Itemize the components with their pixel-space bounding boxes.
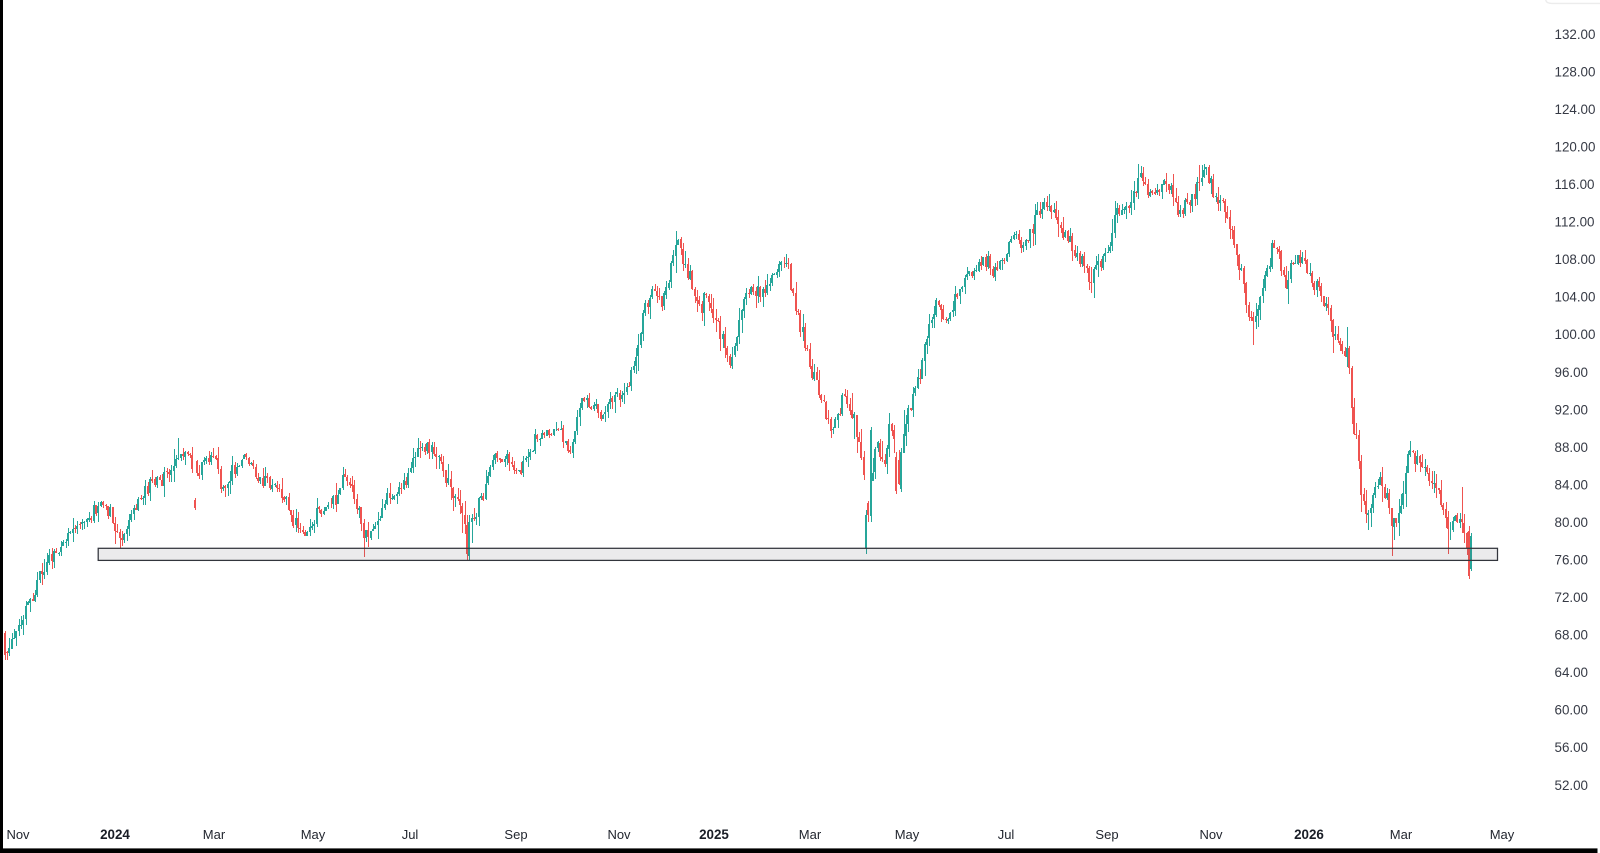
svg-text:Jul: Jul [402, 827, 419, 842]
svg-text:2024: 2024 [100, 827, 130, 842]
svg-text:84.00: 84.00 [1555, 477, 1589, 492]
svg-text:Nov: Nov [607, 827, 631, 842]
svg-text:Mar: Mar [1390, 827, 1413, 842]
svg-text:2025: 2025 [699, 827, 729, 842]
svg-text:2026: 2026 [1294, 827, 1324, 842]
svg-text:56.00: 56.00 [1555, 740, 1589, 755]
svg-text:Sep: Sep [1095, 827, 1118, 842]
svg-text:Nov: Nov [1199, 827, 1223, 842]
svg-text:May: May [301, 827, 326, 842]
svg-text:80.00: 80.00 [1555, 515, 1589, 530]
svg-text:112.00: 112.00 [1555, 215, 1595, 230]
svg-text:100.00: 100.00 [1555, 327, 1596, 342]
svg-text:128.00: 128.00 [1555, 64, 1596, 79]
svg-text:Sep: Sep [504, 827, 527, 842]
svg-text:Mar: Mar [203, 827, 226, 842]
svg-text:72.00: 72.00 [1555, 590, 1589, 605]
svg-text:Jul: Jul [998, 827, 1015, 842]
svg-text:68.00: 68.00 [1555, 628, 1589, 643]
svg-text:Nov: Nov [6, 827, 30, 842]
svg-text:76.00: 76.00 [1555, 553, 1589, 568]
svg-text:88.00: 88.00 [1555, 440, 1589, 455]
svg-text:124.00: 124.00 [1555, 102, 1596, 117]
svg-text:60.00: 60.00 [1555, 703, 1589, 718]
svg-text:64.00: 64.00 [1555, 665, 1589, 680]
svg-text:132.00: 132.00 [1555, 27, 1596, 42]
svg-text:May: May [895, 827, 920, 842]
svg-text:52.00: 52.00 [1555, 778, 1589, 793]
svg-text:116.00: 116.00 [1555, 177, 1595, 192]
svg-text:May: May [1490, 827, 1515, 842]
svg-text:120.00: 120.00 [1555, 139, 1596, 154]
svg-text:92.00: 92.00 [1555, 402, 1589, 417]
svg-text:96.00: 96.00 [1555, 365, 1589, 380]
svg-text:Mar: Mar [799, 827, 822, 842]
svg-text:104.00: 104.00 [1555, 290, 1596, 305]
svg-text:108.00: 108.00 [1555, 252, 1596, 267]
